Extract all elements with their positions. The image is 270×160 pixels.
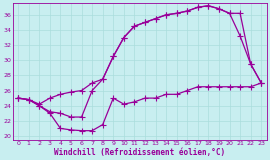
- X-axis label: Windchill (Refroidissement éolien,°C): Windchill (Refroidissement éolien,°C): [54, 148, 225, 156]
